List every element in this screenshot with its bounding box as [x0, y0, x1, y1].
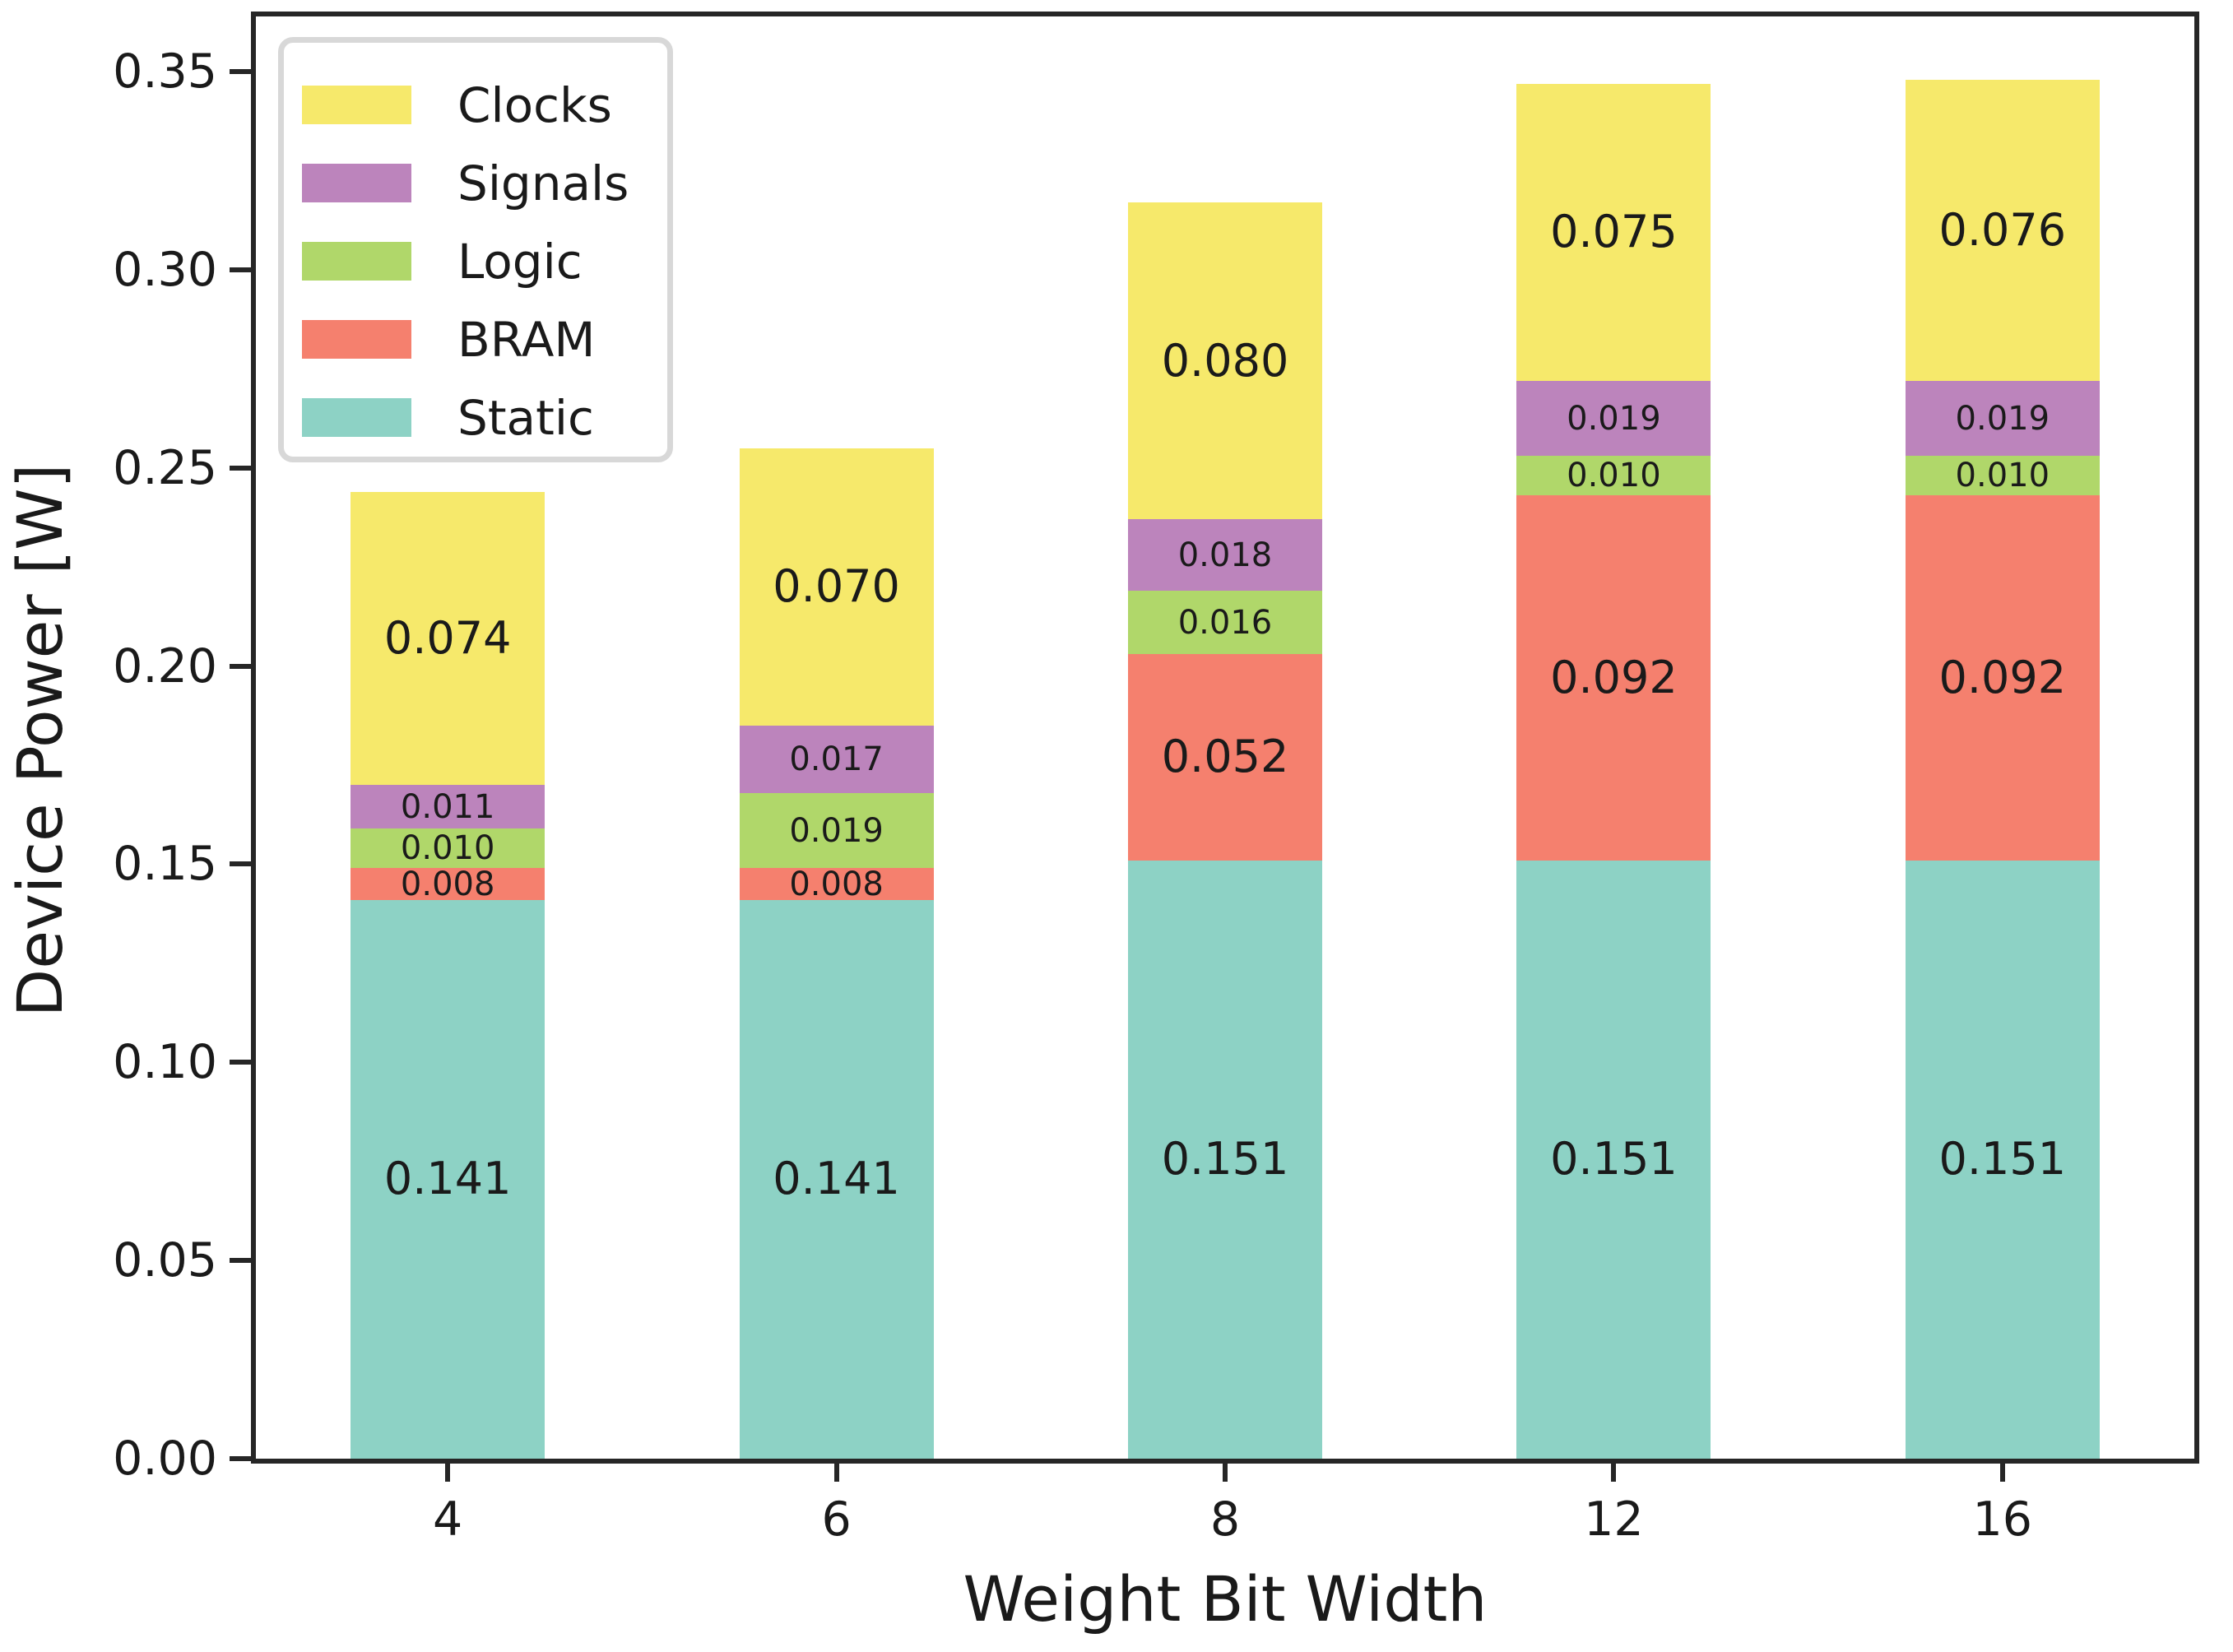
x-tick-mark	[445, 1459, 451, 1482]
bram-swatch-icon	[302, 320, 411, 359]
bar-segment-static	[351, 899, 545, 1459]
bar-value-label: 0.010	[1955, 457, 2050, 495]
legend-row-signals: Signals	[302, 144, 667, 222]
bar-value-label: 0.019	[789, 811, 884, 850]
bar-value-label: 0.076	[1938, 203, 2067, 256]
legend: Clocks Signals Logic BRAM Static	[278, 37, 673, 462]
x-tick-mark	[1223, 1459, 1228, 1482]
bar-value-label: 0.011	[400, 787, 495, 826]
bar-value-label: 0.070	[773, 560, 900, 613]
y-tick-label: 0.15	[113, 837, 217, 892]
legend-label-logic: Logic	[457, 233, 583, 290]
bar-value-label: 0.141	[773, 1153, 900, 1205]
bar-segment-bram	[1128, 654, 1322, 861]
x-tick-label: 12	[1584, 1492, 1644, 1547]
bar-segment-logic	[739, 792, 934, 869]
y-tick-label: 0.35	[113, 44, 217, 100]
bar-value-label: 0.008	[400, 865, 495, 903]
legend-row-logic: Logic	[302, 222, 667, 300]
legend-label-static: Static	[457, 389, 594, 446]
x-tick-label: 6	[821, 1492, 852, 1547]
legend-row-bram: BRAM	[302, 300, 667, 378]
bar-value-label: 0.092	[1938, 652, 2067, 704]
y-tick-mark	[230, 1258, 251, 1264]
bar-segment-logic	[1516, 456, 1711, 496]
bar-value-label: 0.092	[1550, 652, 1678, 704]
bar-segment-static	[1905, 860, 2100, 1459]
bar-segment-logic	[1128, 591, 1322, 655]
bar-value-label: 0.017	[789, 740, 884, 778]
logic-swatch-icon	[302, 242, 411, 281]
x-tick-label: 8	[1209, 1492, 1241, 1547]
bar-value-label: 0.074	[383, 611, 512, 664]
bar-value-label: 0.019	[1567, 399, 1661, 438]
y-tick-label: 0.00	[113, 1432, 217, 1486]
bar-segment-signals	[739, 725, 934, 793]
bar-segment-bram	[351, 868, 545, 900]
x-tick-label: 16	[1972, 1492, 2033, 1547]
bar-value-label: 0.151	[1938, 1133, 2067, 1186]
bar-value-label: 0.151	[1550, 1133, 1678, 1186]
bar-segment-static	[739, 899, 934, 1459]
bar-value-label: 0.151	[1161, 1133, 1289, 1186]
bar-segment-static	[1128, 860, 1322, 1459]
clocks-swatch-icon	[302, 86, 411, 124]
bar-segment-static	[1516, 860, 1711, 1459]
bar-value-label: 0.080	[1161, 334, 1289, 387]
bar-value-label: 0.052	[1161, 731, 1289, 783]
y-tick-mark	[230, 1456, 251, 1461]
legend-row-static: Static	[302, 378, 667, 457]
bar-value-label: 0.018	[1177, 536, 1273, 574]
y-tick-label: 0.05	[113, 1233, 217, 1288]
bar-segment-logic	[1905, 456, 2100, 496]
x-tick-mark	[833, 1459, 839, 1482]
y-tick-label: 0.30	[113, 242, 217, 297]
x-tick-mark	[1999, 1459, 2005, 1482]
legend-row-clocks: Clocks	[302, 66, 667, 144]
bar-segment-signals	[1516, 380, 1711, 457]
bar-value-label: 0.008	[789, 865, 884, 903]
y-tick-mark	[230, 1060, 251, 1065]
bar-segment-clocks	[1905, 79, 2100, 381]
bar-value-label: 0.010	[400, 829, 495, 868]
bar-segment-bram	[1905, 495, 2100, 861]
bar-segment-signals	[1128, 519, 1322, 592]
signals-swatch-icon	[302, 164, 411, 202]
y-tick-label: 0.10	[113, 1035, 217, 1090]
bar-value-label: 0.019	[1955, 399, 2050, 438]
bar-segment-bram	[1516, 495, 1711, 861]
static-swatch-icon	[302, 398, 411, 437]
y-tick-label: 0.25	[113, 440, 217, 495]
bar-value-label: 0.016	[1177, 603, 1273, 642]
y-tick-mark	[230, 69, 251, 75]
y-tick-mark	[230, 267, 251, 272]
legend-label-clocks: Clocks	[457, 77, 612, 133]
x-tick-mark	[1611, 1459, 1617, 1482]
bar-segment-clocks	[739, 448, 934, 726]
x-axis-label: Weight Bit Width	[963, 1562, 1488, 1636]
legend-label-bram: BRAM	[457, 311, 596, 368]
y-tick-label: 0.20	[113, 638, 217, 694]
bar-segment-signals	[351, 785, 545, 829]
bar-segment-clocks	[1128, 202, 1322, 520]
legend-label-signals: Signals	[457, 155, 629, 211]
bar-segment-clocks	[351, 491, 545, 786]
bar-value-label: 0.075	[1550, 206, 1678, 258]
bar-segment-signals	[1905, 380, 2100, 457]
bar-value-label: 0.141	[383, 1153, 512, 1205]
bar-segment-bram	[739, 868, 934, 900]
x-tick-label: 4	[433, 1492, 463, 1547]
y-tick-mark	[230, 465, 251, 471]
bar-segment-logic	[351, 828, 545, 869]
bar-value-label: 0.010	[1567, 457, 1661, 495]
bar-segment-clocks	[1516, 83, 1711, 381]
y-tick-mark	[230, 663, 251, 669]
y-tick-mark	[230, 861, 251, 867]
